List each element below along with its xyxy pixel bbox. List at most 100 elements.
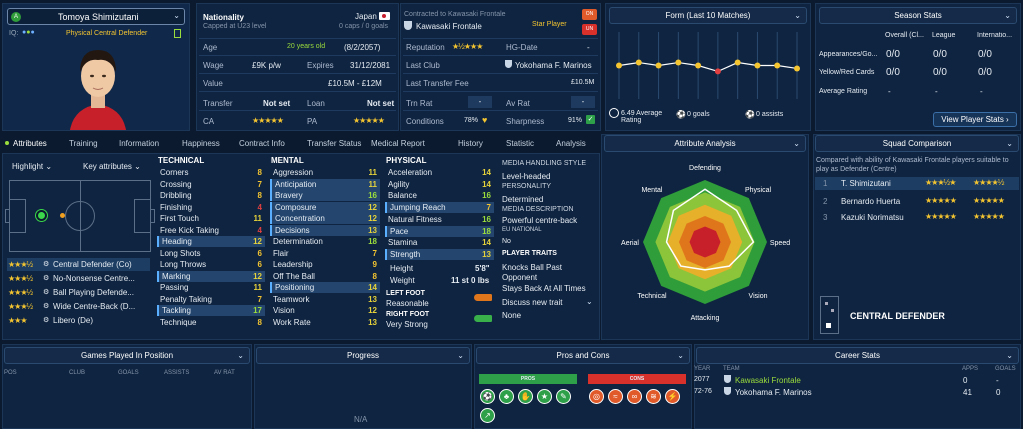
view-player-stats-button[interactable]: View Player Stats › [933,112,1017,127]
move-down-button[interactable]: UN [582,24,597,35]
attribute-row[interactable]: Agility 14 [385,179,494,190]
attribute-row[interactable]: Natural Fitness 16 [385,214,494,225]
club-name[interactable]: Kawasaki Frontale [416,22,482,31]
chevron-down-icon[interactable]: ⌄ [173,11,180,20]
con-icon[interactable]: ◎ [589,389,604,404]
con-icon[interactable]: ∞ [627,389,642,404]
last-club-value[interactable]: Yokohama F. Marinos [515,61,592,70]
season-stats-header[interactable]: Season Stats ⌄ [819,7,1017,24]
position-label[interactable]: Libero (De) [53,316,94,325]
position-label[interactable]: Ball Playing Defende... [53,288,134,297]
attribute-row[interactable]: Acceleration 14 [385,167,494,178]
tab-happiness[interactable]: Happiness [182,139,220,148]
tab-attributes[interactable]: Attributes [13,139,47,148]
attribute-row[interactable]: Work Rate 13 [270,317,380,328]
form-point[interactable] [714,68,721,75]
attribute-row[interactable]: Passing 11 [157,282,265,293]
squad-player-name[interactable]: Bernardo Huerta [841,197,901,206]
career-team[interactable]: Kawasaki Frontale [735,376,801,385]
con-icon[interactable]: ≈ [608,389,623,404]
form-point[interactable] [655,62,662,69]
discuss-trait-link[interactable]: Discuss new trait [502,298,563,307]
tab-contract-info[interactable]: Contract Info [239,139,285,148]
attribute-row[interactable]: Off The Ball 8 [270,271,380,282]
document-icon[interactable] [174,29,181,38]
tab-analysis[interactable]: Analysis [556,139,586,148]
squad-row[interactable] [815,177,1019,190]
attribute-row[interactable]: Concentration 12 [270,213,380,224]
attribute-row[interactable]: Crossing 7 [157,179,265,190]
form-point[interactable] [754,62,761,69]
pro-icon[interactable]: ✋ [518,389,533,404]
pros-cons-header[interactable]: Pros and Cons ⌄ [476,347,690,364]
attribute-row[interactable]: Tackling 17 [157,305,265,316]
tab-training[interactable]: Training [69,139,98,148]
squad-comparison-header[interactable]: Squad Comparison ⌄ [815,135,1019,152]
pro-icon[interactable]: ♣ [499,389,514,404]
form-point[interactable] [616,62,622,69]
form-point[interactable] [794,65,800,72]
attribute-row[interactable]: Leadership 9 [270,259,380,270]
attribute-row[interactable]: Dribbling 8 [157,190,265,201]
attribute-row[interactable]: Bravery 16 [270,190,380,201]
attribute-row[interactable]: Finishing 4 [157,202,265,213]
attribute-row[interactable]: Composure 12 [270,201,380,213]
attribute-row[interactable]: Determination 18 [270,236,380,247]
attribute-row[interactable]: Heading 12 [157,236,265,247]
attribute-row[interactable]: Balance 16 [385,190,494,201]
games-header[interactable]: Games Played In Position ⌄ [4,347,250,364]
form-header[interactable]: Form (Last 10 Matches) ⌄ [609,7,807,24]
attribute-row[interactable]: Long Throws 6 [157,259,265,270]
con-icon[interactable]: ≋ [646,389,661,404]
pro-icon[interactable]: ⚽ [480,389,495,404]
attribute-row[interactable]: Decisions 13 [270,224,380,236]
pro-icon[interactable]: ✎ [556,389,571,404]
career-team[interactable]: Yokohama F. Marinos [735,388,812,397]
chevron-down-icon[interactable]: ⌄ [586,297,593,306]
player-name-box[interactable]: A Tomoya Shimizutani ⌄ [7,8,185,25]
tab-statistic[interactable]: Statistic [506,139,535,148]
move-up-button[interactable]: ON [582,9,597,20]
attribute-row[interactable]: Penalty Taking 7 [157,294,265,305]
tab-medical-report[interactable]: Medical Report [371,139,425,148]
pro-icon[interactable]: ↗ [480,408,495,423]
squad-player-name[interactable]: Kazuki Norimatsu [841,213,904,222]
progress-header[interactable]: Progress ⌄ [256,347,470,364]
attribute-row[interactable]: Aggression 11 [270,167,380,178]
attribute-row[interactable]: Flair 7 [270,248,380,259]
attribute-row[interactable]: Vision 12 [270,305,380,316]
pro-icon[interactable]: ★ [537,389,552,404]
highlight-dropdown[interactable]: Highlight ⌄ [12,162,53,171]
attribute-row[interactable]: Anticipation 11 [270,178,380,190]
key-attributes-dropdown[interactable]: Key attributes ⌄ [83,162,141,171]
attribute-row[interactable]: Positioning 14 [270,282,380,293]
attribute-row[interactable]: First Touch 11 [157,213,265,224]
position-label[interactable]: Wide Centre-Back (D... [53,302,136,311]
attribute-row[interactable]: Pace 18 [385,225,494,237]
attribute-row[interactable]: Strength 13 [385,248,494,260]
form-point[interactable] [635,59,642,66]
attribute-row[interactable]: Free Kick Taking 4 [157,225,265,236]
attribute-row[interactable]: Teamwork 13 [270,294,380,305]
attribute-row[interactable]: Long Shots 6 [157,248,265,259]
position-label[interactable]: Central Defender (Co) [53,260,132,269]
attribute-row[interactable]: Stamina 14 [385,237,494,248]
form-point[interactable] [675,59,682,66]
tab-history[interactable]: History [458,139,483,148]
attribute-row[interactable]: Marking 12 [157,270,265,282]
form-point[interactable] [734,59,741,66]
form-point[interactable] [774,62,781,69]
attribute-analysis-header[interactable]: Attribute Analysis ⌄ [604,135,806,152]
career-header[interactable]: Career Stats ⌄ [696,347,1019,364]
attribute-row[interactable]: Jumping Reach 7 [385,202,494,214]
form-point[interactable] [695,62,702,69]
attribute-row[interactable]: Corners 8 [157,167,265,178]
attribute-row[interactable]: Technique 8 [157,317,265,328]
tab-information[interactable]: Information [119,139,160,148]
tab-transfer-status[interactable]: Transfer Status [307,139,362,148]
games-col: ASSISTS [164,370,190,376]
position-label[interactable]: No-Nonsense Centre... [53,274,135,283]
con-icon[interactable]: ⚡ [665,389,680,404]
nationality-value[interactable]: Japan [355,12,377,21]
attribute-value: 11 [368,179,377,189]
